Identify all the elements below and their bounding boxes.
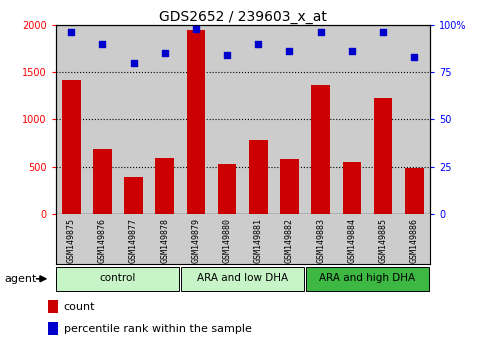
Text: control: control bbox=[100, 273, 136, 283]
Point bbox=[379, 29, 387, 35]
FancyBboxPatch shape bbox=[306, 267, 429, 291]
FancyBboxPatch shape bbox=[181, 267, 304, 291]
Bar bbox=[249, 140, 268, 214]
Bar bbox=[48, 300, 58, 313]
Text: GSM149883: GSM149883 bbox=[316, 218, 325, 263]
Text: GSM149882: GSM149882 bbox=[285, 218, 294, 263]
Text: GSM149885: GSM149885 bbox=[379, 218, 387, 263]
Text: GSM149886: GSM149886 bbox=[410, 218, 419, 263]
Point bbox=[223, 52, 231, 58]
Text: GSM149884: GSM149884 bbox=[347, 218, 356, 263]
Point bbox=[67, 29, 75, 35]
Bar bbox=[374, 98, 392, 214]
Text: GSM149878: GSM149878 bbox=[160, 218, 169, 263]
Title: GDS2652 / 239603_x_at: GDS2652 / 239603_x_at bbox=[159, 10, 327, 24]
Bar bbox=[62, 80, 81, 214]
Point bbox=[348, 48, 356, 54]
Bar bbox=[156, 158, 174, 214]
Bar bbox=[186, 29, 205, 214]
Text: ARA and high DHA: ARA and high DHA bbox=[319, 273, 415, 283]
Bar bbox=[342, 162, 361, 214]
Bar bbox=[280, 159, 299, 214]
Bar bbox=[312, 85, 330, 214]
Text: GSM149876: GSM149876 bbox=[98, 218, 107, 263]
Point bbox=[161, 50, 169, 56]
Bar bbox=[124, 177, 143, 214]
Text: GSM149880: GSM149880 bbox=[223, 218, 232, 263]
Text: percentile rank within the sample: percentile rank within the sample bbox=[64, 324, 252, 334]
Point bbox=[99, 41, 106, 46]
Bar bbox=[93, 149, 112, 214]
Text: ARA and low DHA: ARA and low DHA bbox=[197, 273, 288, 283]
Point bbox=[317, 29, 325, 35]
Bar bbox=[48, 322, 58, 335]
Text: GSM149875: GSM149875 bbox=[67, 218, 76, 263]
Bar bbox=[405, 168, 424, 214]
Point bbox=[192, 26, 200, 32]
Text: GSM149881: GSM149881 bbox=[254, 218, 263, 263]
Text: GSM149879: GSM149879 bbox=[191, 218, 200, 263]
Bar bbox=[218, 164, 237, 214]
Point bbox=[255, 41, 262, 46]
Text: count: count bbox=[64, 302, 95, 312]
Point bbox=[285, 48, 293, 54]
Text: GSM149877: GSM149877 bbox=[129, 218, 138, 263]
Text: agent: agent bbox=[5, 274, 37, 284]
Point bbox=[129, 60, 137, 65]
Point bbox=[411, 54, 418, 60]
FancyBboxPatch shape bbox=[57, 267, 179, 291]
